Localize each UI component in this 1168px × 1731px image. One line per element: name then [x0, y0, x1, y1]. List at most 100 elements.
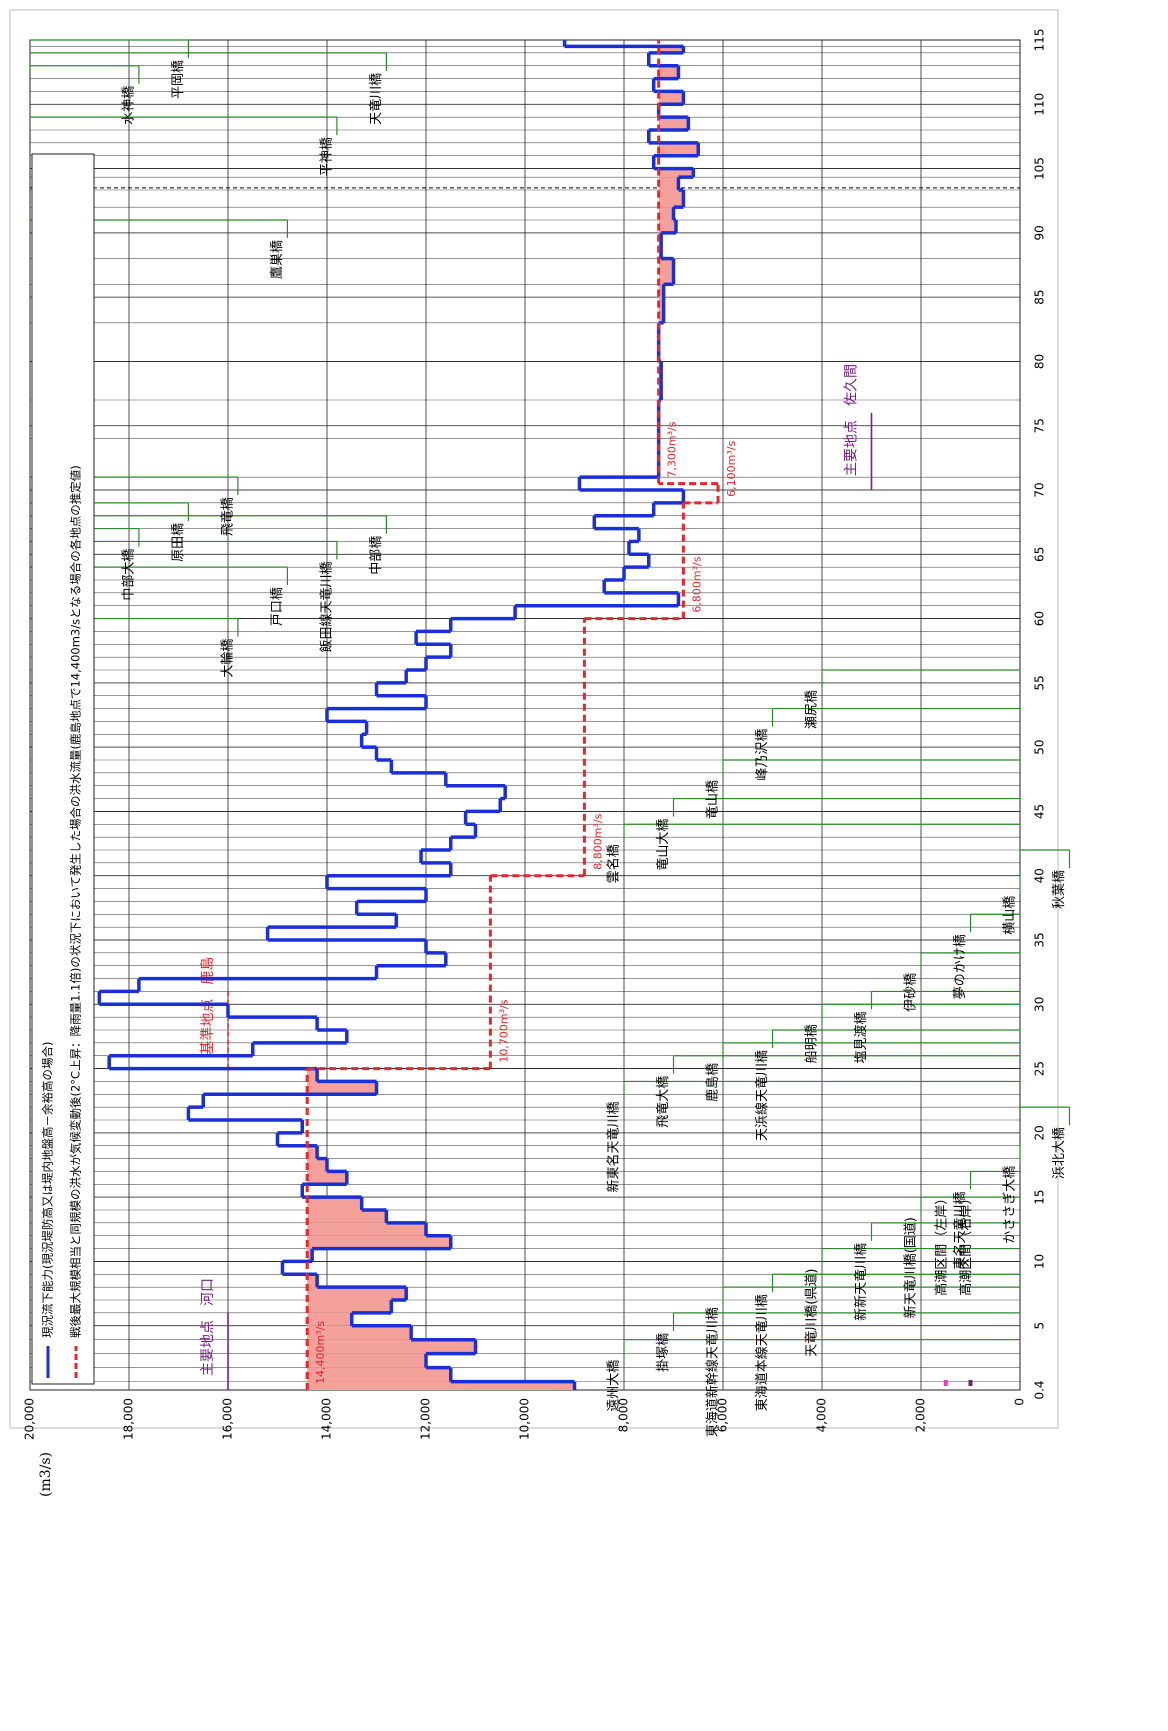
shortfall-area	[307, 1068, 318, 1082]
bridge-label: 浜北大橋	[1052, 1127, 1067, 1179]
bridge-label: 秋葉橋	[1052, 870, 1067, 909]
flow-label: 8,800m³/s	[591, 813, 604, 869]
x-tick-label: 55	[1033, 675, 1047, 690]
x-tick-label: 75	[1033, 418, 1047, 433]
y-tick-label: 6,000	[716, 1398, 730, 1432]
bridge-label: 瀬尻橋	[805, 690, 820, 729]
shortfall-area	[307, 1210, 387, 1223]
bridge-label: 鷹巣橋	[270, 240, 285, 279]
bridge-label: 戸口橋	[270, 587, 285, 626]
bridge-label: 竜山大橋	[656, 819, 671, 871]
legend-box	[31, 153, 95, 1385]
bridge-label: 平岡橋	[171, 60, 186, 99]
bridge-label: 雲名橋	[606, 844, 622, 883]
legend-label: 現況流下能力(現況堤防高又は堤内地盤高－余裕高の場合)	[41, 1042, 55, 1338]
x-tick-label: 60	[1033, 611, 1047, 626]
y-tick-label: 18,000	[122, 1398, 136, 1440]
bridge-label: 塩見渡橋	[853, 1011, 869, 1063]
bridge-label: 新東名天竜川橋	[606, 1101, 622, 1192]
shortfall-area	[658, 65, 679, 79]
y-axis-label: (m3/s)	[38, 1452, 54, 1497]
bridge-label: 東海道本線天竜川橋	[754, 1294, 770, 1411]
shortfall-area	[307, 1222, 427, 1236]
y-tick-label: 16,000	[221, 1398, 235, 1440]
shortfall-area	[658, 189, 684, 208]
bridge-label: 夢のかけ橋	[953, 934, 968, 999]
point-name: 佐久間	[844, 364, 860, 406]
bridge-label: 飛竜大橋	[656, 1076, 671, 1128]
bridge-label: 飛竜橋	[220, 497, 235, 536]
y-tick-label: 8,000	[617, 1398, 631, 1432]
x-tick-label: 45	[1033, 804, 1047, 819]
y-tick-label: 14,000	[320, 1398, 334, 1440]
bridge-label: 中部大橋	[121, 549, 136, 601]
bridge-label: 大輪橋	[219, 639, 235, 678]
bridge-label: 掛塚橋	[656, 1333, 671, 1372]
shortfall-area	[307, 1145, 318, 1159]
shortfall-area	[307, 1287, 407, 1300]
x-tick-label: 105	[1033, 157, 1047, 180]
y-tick-label: 4,000	[815, 1398, 829, 1432]
shortfall-area	[658, 207, 674, 220]
shortfall-area	[307, 1158, 328, 1172]
bridge-label: 東名天竜川橋	[952, 1191, 968, 1269]
bridge-label: 竜山橋	[706, 780, 721, 819]
bridge-label: 原田橋	[171, 523, 186, 562]
x-tick-label: 20	[1033, 1125, 1047, 1140]
shortfall-area	[307, 1171, 347, 1185]
point-name: 鹿島	[199, 957, 216, 985]
bridge-label: 遠州大橋	[607, 1360, 622, 1412]
shortfall-area	[307, 1235, 451, 1249]
bridge-label: 新天竜川橋(国道)	[903, 1217, 919, 1318]
y-tick-label: 20,000	[23, 1398, 37, 1440]
legend-label: 戦後最大規模相当と同規模の洪水が気候変動後(2°C上昇：降雨量1.1倍)の状況下…	[69, 465, 83, 1338]
y-tick-label: 2,000	[914, 1398, 928, 1432]
tidal-label: 高潮区間（左岸）	[933, 1192, 949, 1296]
x-tick-label: 80	[1033, 354, 1047, 369]
x-tick-label: 30	[1033, 997, 1047, 1012]
bridge-label: 新新天竜川橋	[853, 1243, 869, 1321]
x-tick-label: 40	[1033, 868, 1047, 883]
shortfall-area	[658, 91, 684, 105]
shortfall-area	[658, 168, 694, 178]
point-kind: 基準地点	[199, 999, 216, 1055]
shortfall-area	[658, 142, 699, 156]
shortfall-area	[658, 220, 676, 233]
x-tick-label: 50	[1033, 740, 1047, 755]
bridge-label: 天竜川橋(県道)	[805, 1269, 820, 1357]
x-tick-label: 110	[1033, 93, 1047, 116]
bridge-label: 鹿島橋	[705, 1063, 721, 1102]
bridge-label: 水神橋	[121, 86, 136, 125]
bridge-label: 船明橋	[805, 1024, 820, 1063]
shortfall-area	[658, 117, 689, 130]
shortfall-area	[307, 1274, 318, 1288]
shortfall-area	[307, 1312, 352, 1326]
bridge-label: 伊砂橋	[904, 973, 919, 1012]
bridge-label: 平神橋	[319, 137, 334, 176]
outer-frame	[9, 9, 1059, 1429]
tidal-label: 高潮区間（右岸）	[958, 1192, 974, 1296]
shortfall-area	[307, 1367, 451, 1382]
flow-label: 6,100m³/s	[725, 441, 738, 497]
bridge-label: 天竜川橋	[369, 73, 384, 125]
x-tick-label: 10	[1033, 1254, 1047, 1269]
point-kind: 主要地点	[844, 420, 860, 476]
shortfall-area	[307, 1325, 412, 1340]
shortfall-area	[307, 1339, 476, 1354]
x-tick-label: 65	[1033, 547, 1047, 562]
point-name: 河口	[200, 1278, 216, 1306]
bridge-label: 中部橋	[369, 536, 384, 575]
flow-label: 10,700m³/s	[497, 999, 510, 1062]
y-tick-label: 10,000	[518, 1398, 532, 1440]
shortfall-area	[658, 258, 674, 285]
flow-label: 7,300m³/s	[666, 421, 679, 477]
shortfall-area	[307, 1197, 362, 1210]
plot: 0.4 5 10 15 20 25 30 35 40 45 50 55 60 65 70 75 80 85 90 10…	[23, 29, 1071, 1497]
bridge-label: 東海道新幹線天竜川橋	[705, 1307, 721, 1437]
x-tick-label: 0.4	[1033, 1380, 1047, 1399]
flow-label: 6,800m³/s	[690, 556, 703, 612]
shortfall-area	[658, 177, 679, 190]
x-tick-label: 35	[1033, 932, 1047, 947]
x-tick-label: 70	[1033, 482, 1047, 497]
